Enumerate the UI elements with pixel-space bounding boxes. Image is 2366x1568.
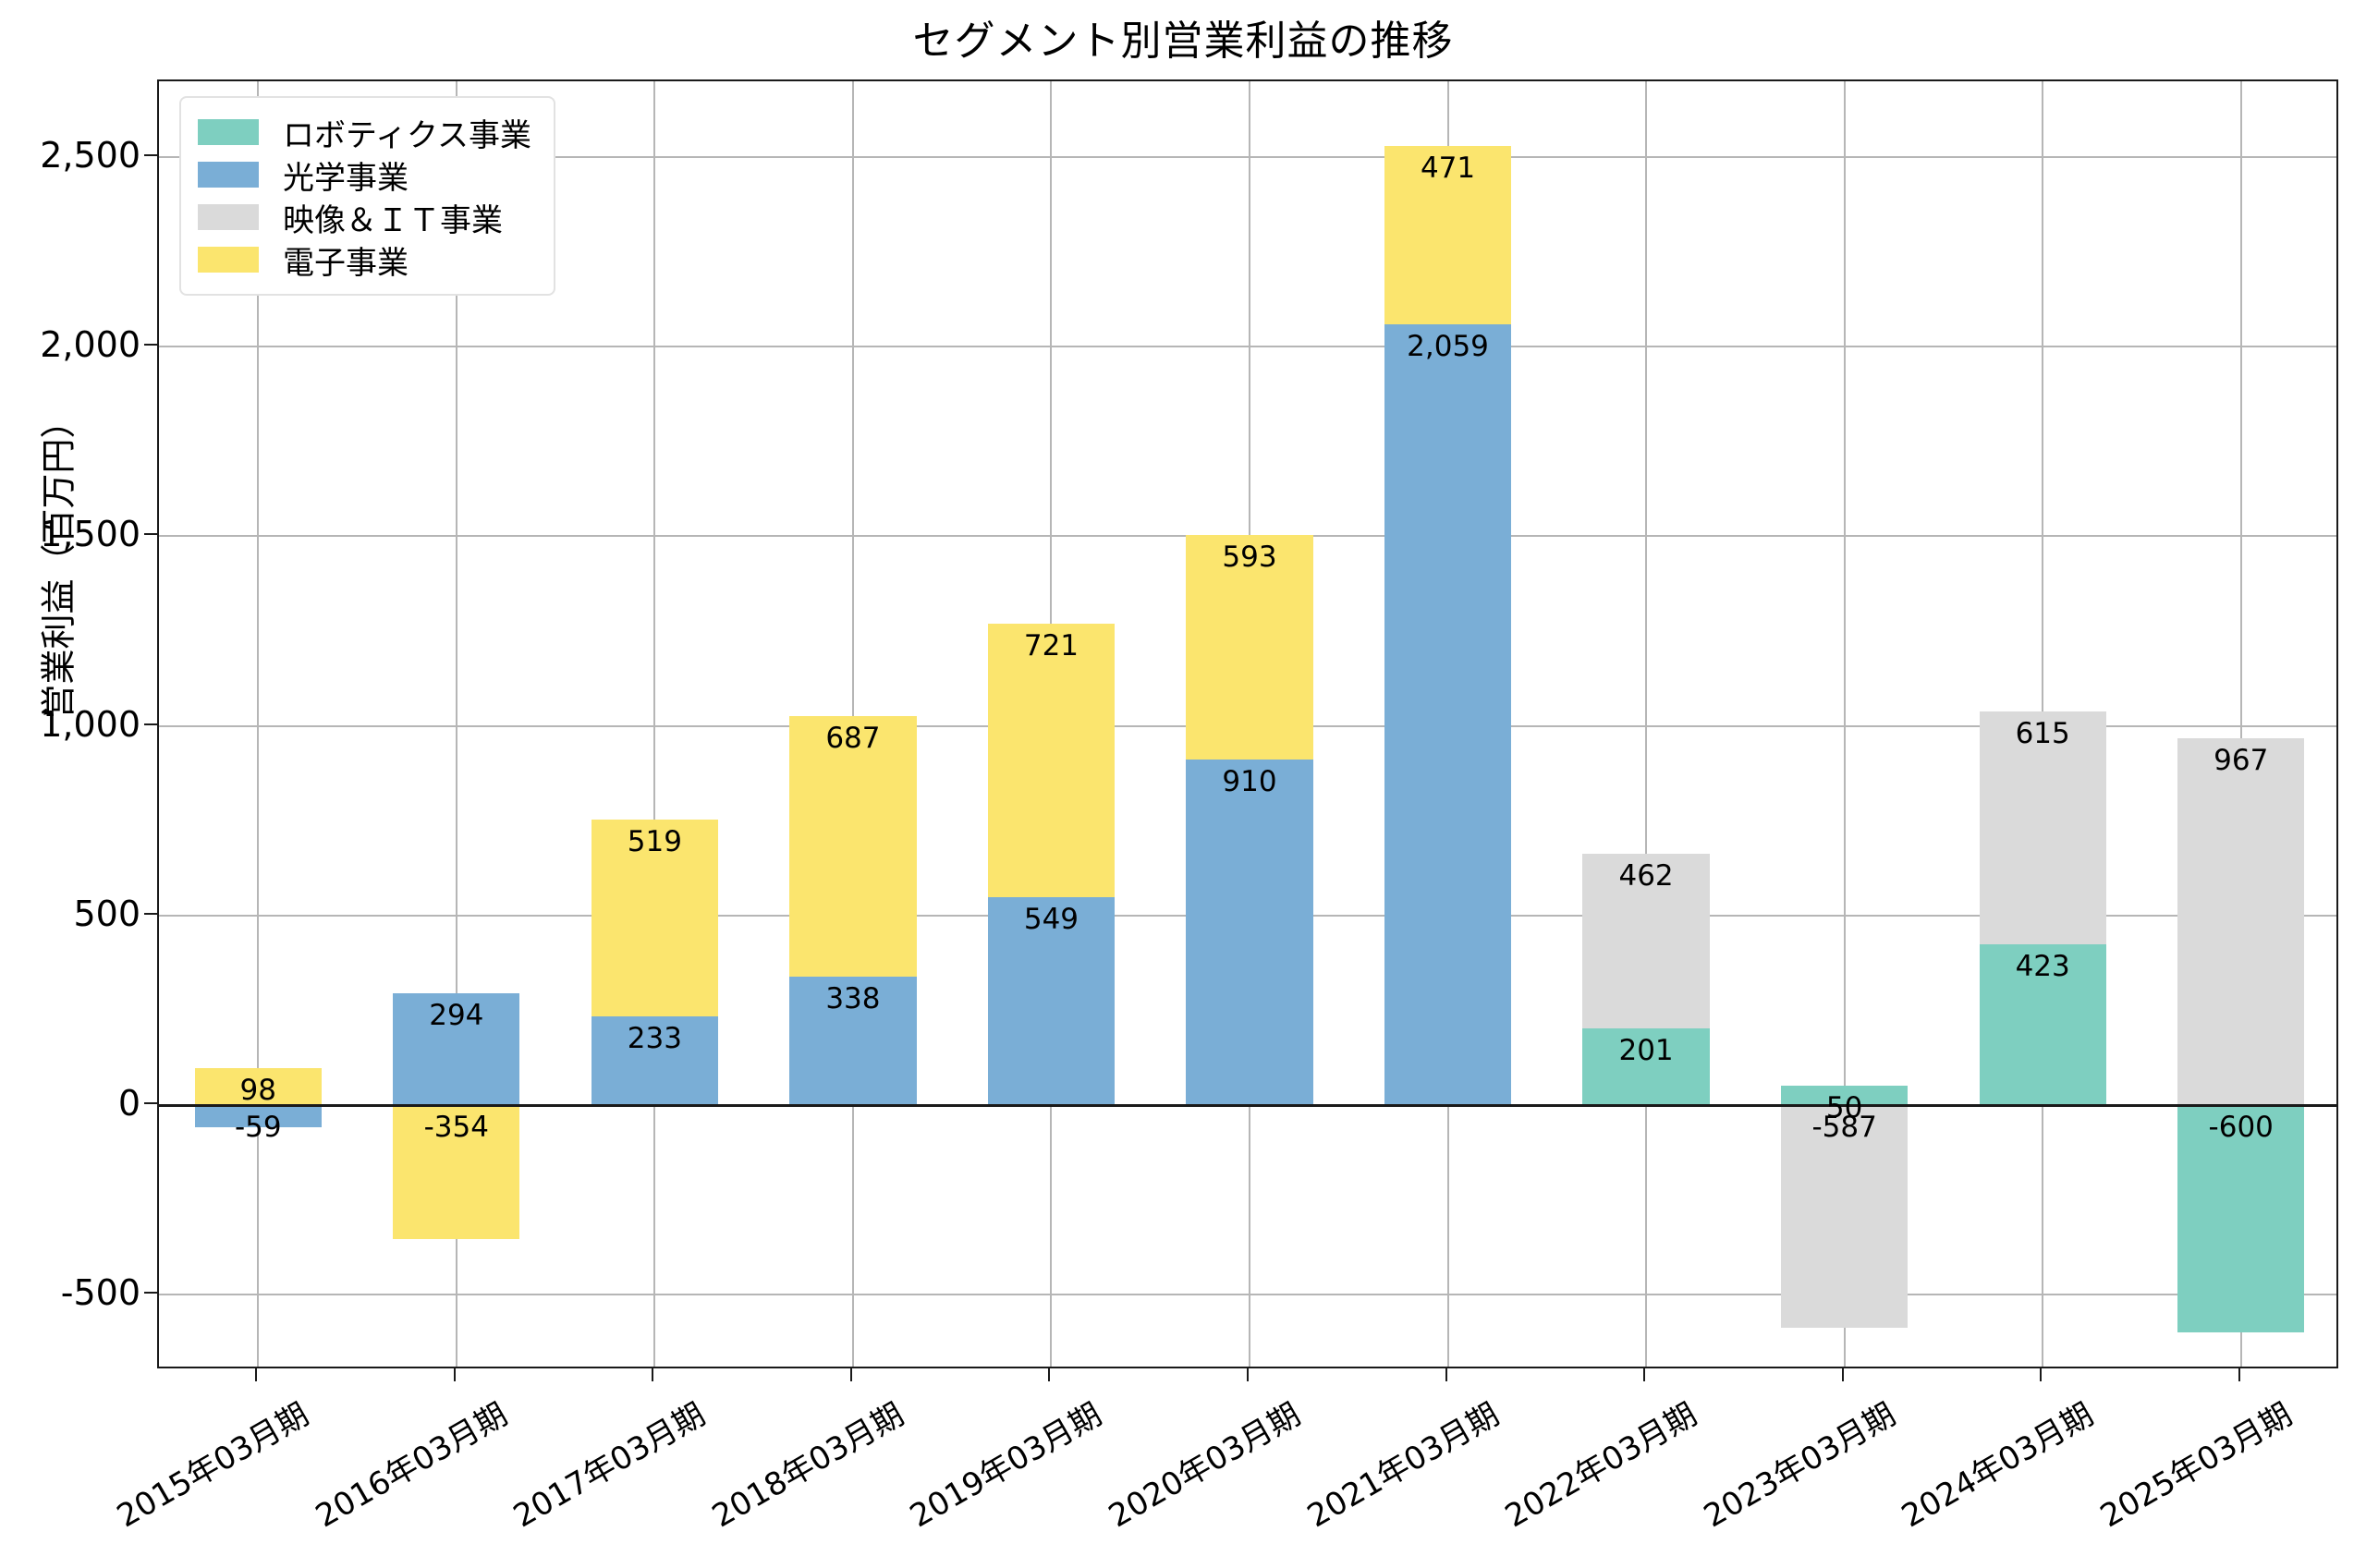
bar-segment[interactable] [1979,711,2106,945]
y-axis-tick-mark [144,723,157,725]
x-axis-tick-mark [1643,1368,1646,1381]
y-axis-tick-mark [144,912,157,915]
y-axis-tick-mark [144,1291,157,1294]
legend-item[interactable]: 光学事業 [198,153,531,197]
bar-segment[interactable] [1384,323,1512,1105]
x-axis-tick-label: 2023年03月期 [1697,1395,1902,1536]
x-axis-tick-label: 2016年03月期 [309,1395,514,1536]
legend-item-label: ロボティクス事業 [283,116,531,154]
gridline-vertical [2239,81,2242,1367]
y-axis-tick-label: 1,500 [40,514,140,555]
bar-segment[interactable] [1186,760,1313,1105]
bar-segment[interactable] [393,993,520,1105]
y-axis-tick-mark [144,533,157,536]
bar-segment[interactable] [2177,1104,2305,1332]
bar-segment[interactable] [1780,1104,1909,1328]
y-axis-tick-label: 2,000 [40,324,140,366]
bar-segment[interactable] [393,1104,520,1240]
bar-segment[interactable] [1979,944,2106,1105]
legend-item-label: 光学事業 [283,159,409,197]
x-axis-tick-label: 2024年03月期 [1896,1395,2100,1536]
x-axis-tick-mark [255,1368,258,1381]
legend-swatch-icon [198,247,259,273]
x-axis-tick-label: 2020年03月期 [1103,1395,1307,1536]
legend-item[interactable]: 映像＆ＩＴ事業 [198,196,531,239]
bar-segment[interactable] [987,623,1116,897]
legend-swatch-icon [198,204,259,230]
x-axis-tick-mark [2238,1368,2240,1381]
gridline-vertical [455,81,457,1367]
bar-segment[interactable] [1384,145,1512,324]
bar-segment[interactable] [987,896,1116,1105]
y-axis-tick-label: 2,500 [40,135,140,176]
legend-item[interactable]: ロボティクス事業 [198,111,531,154]
page-title: セグメント別営業利益の推移 [912,18,1454,65]
bar-segment[interactable] [194,1104,322,1127]
gridline-vertical [257,81,260,1367]
x-axis-tick-label: 2015年03月期 [111,1395,316,1536]
y-axis-tick-mark [144,1101,157,1104]
legend-swatch-icon [198,162,259,188]
x-axis-tick-mark [1048,1368,1051,1381]
y-axis-tick-label: -500 [60,1271,140,1313]
x-axis-tick-mark [1247,1368,1249,1381]
bar-segment[interactable] [2177,738,2305,1105]
gridline-horizontal [159,156,2336,159]
gridline-vertical [1645,81,1648,1367]
bar-segment[interactable] [1582,853,1710,1029]
bar-segment[interactable] [591,820,718,1017]
bar-segment[interactable] [591,1016,718,1105]
bar-segment[interactable] [194,1067,322,1105]
bar-segment[interactable] [1186,535,1313,760]
y-axis-tick-label: 0 [117,1082,140,1124]
y-axis-tick-label: 500 [73,893,140,934]
y-axis-tick-mark [144,344,157,346]
x-axis-tick-label: 2021年03月期 [1300,1395,1506,1536]
x-axis-tick-mark [652,1368,654,1381]
bar-segment[interactable] [789,716,917,978]
x-axis-tick-label: 2019年03月期 [904,1395,1109,1536]
x-axis-tick-mark [2040,1368,2043,1381]
gridline-horizontal [159,346,2336,348]
chart-legend: ロボティクス事業 光学事業映像＆ＩＴ事業 電子事業 [179,96,555,296]
legend-swatch-icon [198,119,259,145]
x-axis-tick-mark [1841,1368,1844,1381]
gridline-horizontal [159,1293,2336,1295]
x-axis-tick-label: 2025年03月期 [2093,1395,2299,1536]
zero-baseline [159,1103,2336,1107]
y-axis-tick-mark [144,154,157,157]
legend-item[interactable]: 電子事業 [198,238,531,282]
x-axis-tick-mark [1445,1368,1447,1381]
y-axis-tick-label: 1,000 [40,703,140,745]
x-axis-tick-label: 2022年03月期 [1499,1395,1703,1536]
x-axis-tick-label: 2018年03月期 [705,1395,910,1536]
bar-segment[interactable] [1582,1028,1710,1105]
bar-segment[interactable] [1780,1086,1909,1105]
x-axis-tick-mark [849,1368,852,1381]
legend-item-label: 映像＆ＩＴ事業 [283,201,503,239]
legend-item-label: 電子事業 [283,244,409,282]
gridline-vertical [1843,81,1846,1367]
x-axis-tick-mark [453,1368,456,1381]
gridline-vertical [653,81,656,1367]
bar-segment[interactable] [789,977,917,1105]
x-axis-tick-label: 2017年03月期 [507,1395,713,1536]
